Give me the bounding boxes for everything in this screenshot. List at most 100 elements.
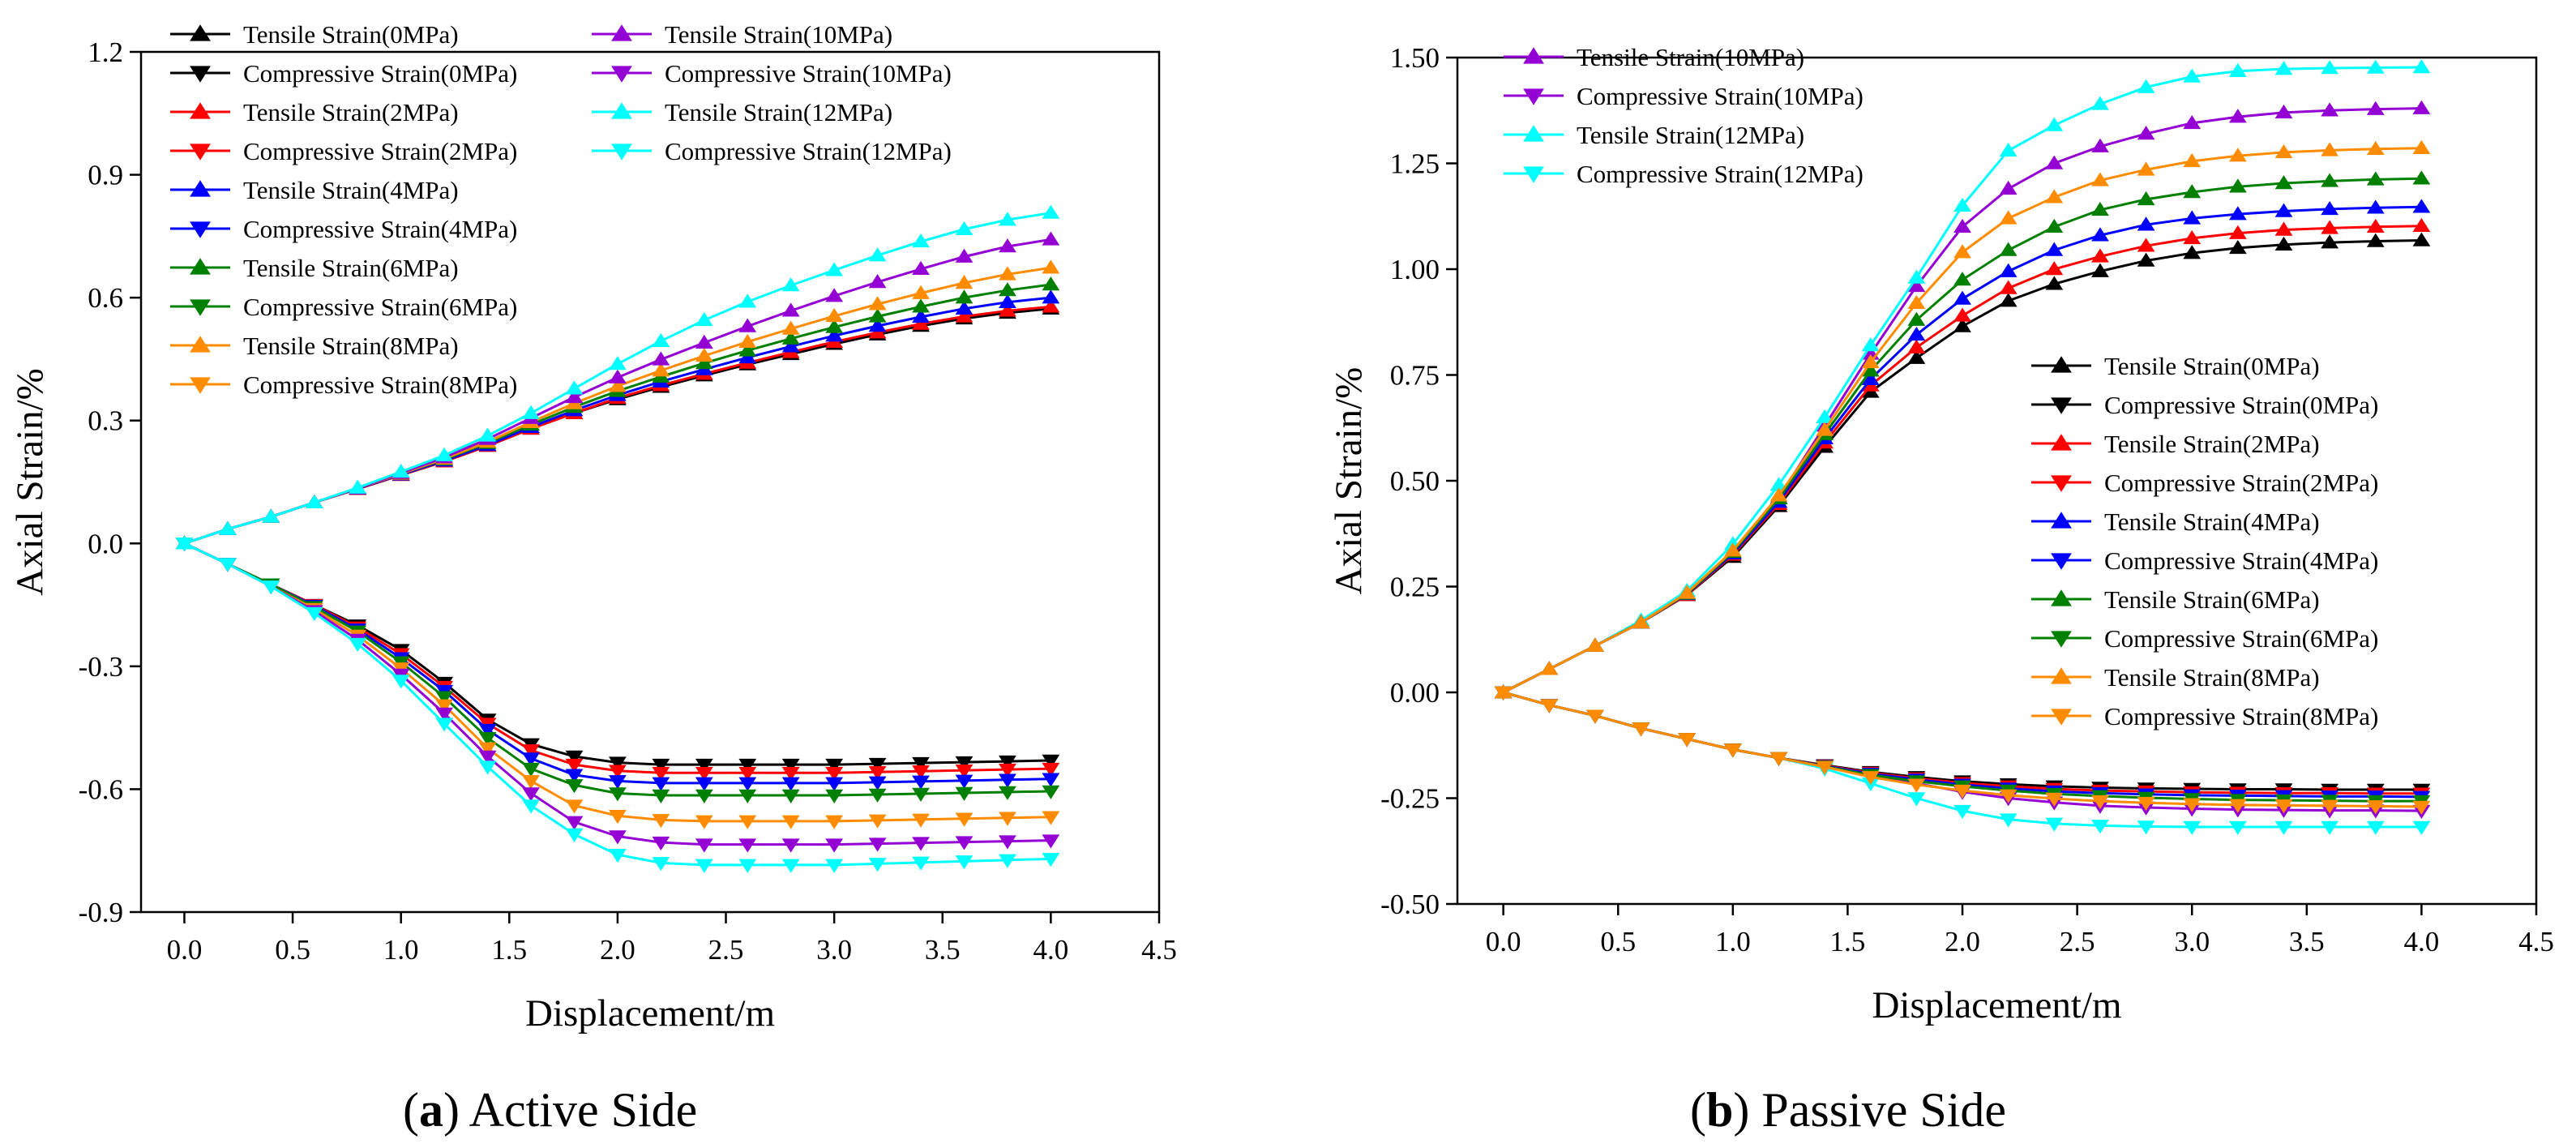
legend-item: Tensile Strain(6MPa) — [2031, 585, 2320, 614]
data-point — [565, 380, 584, 395]
y-tick-label: 0.25 — [1390, 572, 1440, 603]
data-point — [1816, 422, 1834, 436]
data-point — [2412, 170, 2431, 185]
data-point — [435, 707, 454, 722]
data-point — [2366, 59, 2385, 74]
legend-marker — [190, 258, 211, 275]
data-point — [1042, 259, 1060, 274]
legend-label: Tensile Strain(6MPa) — [2104, 585, 2320, 614]
data-point — [478, 732, 497, 747]
data-point — [999, 755, 1016, 770]
data-point — [1494, 686, 1513, 700]
data-point — [1723, 542, 1742, 557]
data-point — [955, 836, 973, 850]
series-line — [183, 542, 1051, 766]
data-point — [1861, 353, 1880, 369]
data-point — [1953, 318, 1971, 332]
legend-item: Compressive Strain(10MPa) — [592, 59, 952, 88]
legend-label: Tensile Strain(12MPa) — [665, 98, 892, 126]
x-tick-label: 0.5 — [275, 934, 310, 966]
data-point — [738, 766, 757, 782]
series — [175, 538, 1060, 773]
data-point — [695, 355, 713, 370]
data-point — [609, 369, 627, 383]
legend-item: Compressive Strain(6MPa) — [2031, 624, 2378, 653]
legend-item: Compressive Strain(0MPa) — [2031, 391, 2378, 419]
legend-item: Compressive Strain(6MPa) — [170, 293, 517, 321]
data-point — [2321, 102, 2339, 117]
data-point — [1816, 760, 1834, 775]
data-point — [565, 799, 584, 814]
data-point — [522, 787, 540, 802]
legend-item: Compressive Strain(2MPa) — [2031, 469, 2378, 497]
data-point — [955, 248, 973, 263]
data-point — [2045, 276, 2064, 290]
data-point — [1953, 784, 1971, 799]
data-point — [1540, 661, 1559, 675]
data-point — [652, 814, 670, 829]
legend-item: Tensile Strain(2MPa) — [170, 98, 459, 126]
data-point — [2366, 218, 2385, 233]
data-point — [695, 766, 713, 782]
y-tick-label: -0.9 — [79, 897, 123, 928]
legend-label: Compressive Strain(0MPa) — [243, 59, 517, 88]
data-point — [1907, 294, 1926, 310]
data-point — [1907, 269, 1926, 284]
data-point — [781, 815, 800, 829]
legend-marker — [190, 144, 211, 161]
y-tick-label: 1.50 — [1390, 42, 1440, 74]
data-point — [1953, 197, 1971, 212]
legend-marker — [190, 299, 211, 316]
data-point — [695, 311, 713, 327]
legend-marker — [190, 102, 211, 119]
legend-item: Tensile Strain(4MPa) — [170, 176, 459, 204]
data-point — [955, 812, 973, 827]
data-point — [262, 580, 280, 595]
data-point — [2366, 233, 2385, 247]
data-point — [435, 691, 454, 705]
data-point — [825, 262, 844, 276]
legend-item: Tensile Strain(8MPa) — [170, 332, 459, 360]
legend-label: Compressive Strain(4MPa) — [2104, 546, 2378, 575]
data-point — [2137, 161, 2155, 176]
data-point — [522, 762, 540, 777]
legend-marker — [190, 24, 211, 41]
data-point — [565, 779, 584, 794]
data-point — [1042, 834, 1060, 849]
data-point — [738, 859, 757, 873]
data-point — [868, 308, 887, 323]
legend-marker — [2051, 709, 2072, 726]
legend-label: Tensile Strain(4MPa) — [2104, 508, 2320, 536]
data-point — [652, 836, 670, 851]
legend-item: Compressive Strain(2MPa) — [170, 137, 517, 165]
data-point — [565, 816, 584, 830]
y-tick-label: 0.75 — [1390, 360, 1440, 392]
legend-item: Compressive Strain(4MPa) — [2031, 546, 2378, 575]
data-point — [868, 837, 887, 852]
data-point — [609, 775, 627, 790]
data-point — [999, 763, 1016, 778]
data-point — [1907, 339, 1926, 353]
data-point — [738, 777, 757, 791]
x-tick-label: 1.5 — [491, 934, 527, 966]
data-point — [695, 334, 713, 349]
x-tick-label: 1.0 — [1715, 926, 1751, 957]
data-point — [999, 854, 1016, 868]
x-tick-label: 4.5 — [1141, 934, 1177, 966]
legend-marker — [2051, 667, 2072, 684]
data-point — [1953, 290, 1971, 305]
legend-marker — [190, 180, 211, 197]
data-point — [522, 744, 540, 759]
data-point — [999, 302, 1016, 317]
data-point — [349, 637, 367, 653]
data-point — [2228, 62, 2247, 77]
data-point — [1953, 307, 1971, 322]
data-point — [609, 849, 627, 863]
data-point — [955, 308, 973, 323]
data-point — [609, 765, 627, 779]
data-point — [2045, 155, 2064, 169]
data-point — [868, 274, 887, 289]
legend-item: Compressive Strain(10MPa) — [1504, 82, 1864, 110]
series — [175, 538, 1060, 782]
data-point — [781, 330, 800, 345]
